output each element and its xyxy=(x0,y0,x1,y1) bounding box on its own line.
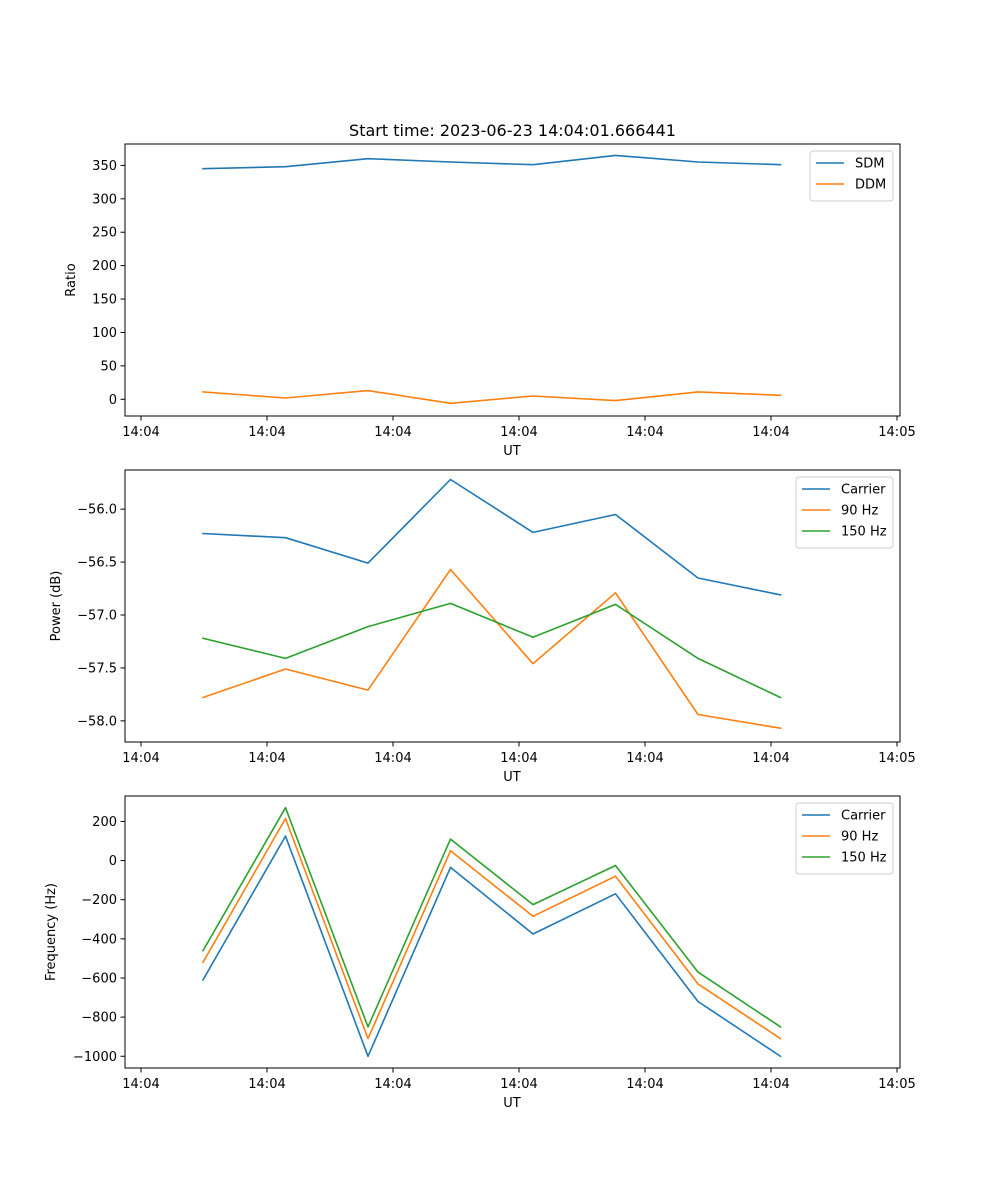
y-tick-label: 50 xyxy=(100,359,117,374)
series-line-1 xyxy=(201,835,782,1058)
y-tick-label: −600 xyxy=(81,971,117,986)
legend-label: 150 Hz xyxy=(841,851,887,866)
axes-frame xyxy=(124,469,901,743)
legend-label: 90 Hz xyxy=(841,504,878,519)
y-axis-label: Ratio xyxy=(64,263,79,296)
x-tick-label: 14:04 xyxy=(500,425,537,440)
y-tick-label: −200 xyxy=(81,893,117,908)
x-tick-label: 14:05 xyxy=(878,1077,915,1092)
y-tick-label: 350 xyxy=(92,159,117,174)
y-axis: 0 50 100 150 200 250 300 350 xyxy=(92,159,125,408)
chart-title: Start time: 2023-06-23 14:04:01.666441 xyxy=(349,121,676,140)
y-tick-label: −56.0 xyxy=(77,503,117,518)
x-tick-label: 14:04 xyxy=(374,1077,411,1092)
y-tick-label: 0 xyxy=(109,854,117,869)
legend: SDM DDM xyxy=(809,150,894,202)
legend-label: Carrier xyxy=(841,483,886,498)
series-lines xyxy=(201,806,782,1058)
y-tick-label: 100 xyxy=(92,326,117,341)
axes-frame xyxy=(124,795,901,1069)
series-lines xyxy=(202,154,782,405)
legend-label: 150 Hz xyxy=(841,525,887,540)
x-axis: 14:04 14:04 14:04 14:04 14:04 14:04 14:05 xyxy=(122,416,916,440)
x-tick-label: 14:04 xyxy=(122,1077,159,1092)
x-tick-label: 14:04 xyxy=(752,751,789,766)
series-line-3 xyxy=(202,602,782,699)
series-line-3 xyxy=(201,806,782,1029)
y-axis: −56.0 −56.5 −57.0 −57.5 −58.0 xyxy=(77,503,125,729)
x-axis: 14:04 14:04 14:04 14:04 14:04 14:04 14:05 xyxy=(122,1068,916,1092)
y-axis-label: Frequency (Hz) xyxy=(44,883,59,981)
legend: Carrier 90 Hz 150 Hz xyxy=(795,802,894,875)
x-tick-label: 14:04 xyxy=(374,751,411,766)
x-axis-label: UT xyxy=(503,1096,521,1111)
series-line-2 xyxy=(202,389,782,405)
y-tick-label: −400 xyxy=(81,932,117,947)
y-tick-label: 300 xyxy=(92,192,117,207)
y-tick-label: 0 xyxy=(109,393,117,408)
series-line-2 xyxy=(201,568,782,730)
legend-label: DDM xyxy=(855,178,886,193)
x-tick-label: 14:04 xyxy=(752,1077,789,1092)
x-tick-label: 14:04 xyxy=(626,425,663,440)
y-tick-label: 150 xyxy=(92,293,117,308)
legend: Carrier 90 Hz 150 Hz xyxy=(795,476,894,549)
x-tick-label: 14:04 xyxy=(500,751,537,766)
x-axis-label: UT xyxy=(503,770,521,785)
x-tick-label: 14:04 xyxy=(752,425,789,440)
x-tick-label: 14:04 xyxy=(500,1077,537,1092)
series-line-1 xyxy=(202,154,782,170)
y-tick-label: 200 xyxy=(92,815,117,830)
legend-label: Carrier xyxy=(841,809,886,824)
legend-label: SDM xyxy=(855,157,884,172)
y-tick-label: −57.0 xyxy=(77,608,117,623)
y-tick-label: −800 xyxy=(81,1011,117,1026)
y-tick-label: −56.5 xyxy=(77,556,117,571)
chart-panel-2: 14:04 14:04 14:04 14:04 14:04 14:04 14:05 −56.0… xyxy=(49,469,916,785)
x-axis-label: UT xyxy=(503,444,521,459)
chart-panel-3: 14:04 14:04 14:04 14:04 14:04 14:04 14:05 200 0 −… xyxy=(44,795,916,1111)
y-tick-label: 250 xyxy=(92,226,117,241)
axes-frame xyxy=(124,143,901,417)
x-tick-label: 14:04 xyxy=(248,1077,285,1092)
y-tick-label: 200 xyxy=(92,259,117,274)
x-tick-label: 14:04 xyxy=(374,425,411,440)
series-line-2 xyxy=(201,817,782,1040)
series-line-1 xyxy=(202,478,782,596)
x-tick-label: 14:05 xyxy=(878,751,915,766)
x-tick-label: 14:04 xyxy=(122,425,159,440)
x-axis: 14:04 14:04 14:04 14:04 14:04 14:04 14:05 xyxy=(122,742,916,766)
y-tick-label: −58.0 xyxy=(77,714,117,729)
y-tick-label: −1000 xyxy=(73,1050,117,1065)
x-tick-label: 14:04 xyxy=(626,1077,663,1092)
legend-label: 90 Hz xyxy=(841,830,878,845)
x-tick-label: 14:04 xyxy=(122,751,159,766)
y-tick-label: −57.5 xyxy=(77,661,117,676)
y-axis: 200 0 −200 −400 −600 −800 −1000 xyxy=(73,815,125,1065)
x-tick-label: 14:05 xyxy=(878,425,915,440)
x-tick-label: 14:04 xyxy=(626,751,663,766)
x-tick-label: 14:04 xyxy=(248,751,285,766)
x-tick-label: 14:04 xyxy=(248,425,285,440)
y-axis-label: Power (dB) xyxy=(49,571,64,642)
chart-panel-1: 14:04 14:04 14:04 14:04 14:04 14:04 14:05 0 50 10… xyxy=(64,121,916,459)
series-lines xyxy=(201,478,782,730)
